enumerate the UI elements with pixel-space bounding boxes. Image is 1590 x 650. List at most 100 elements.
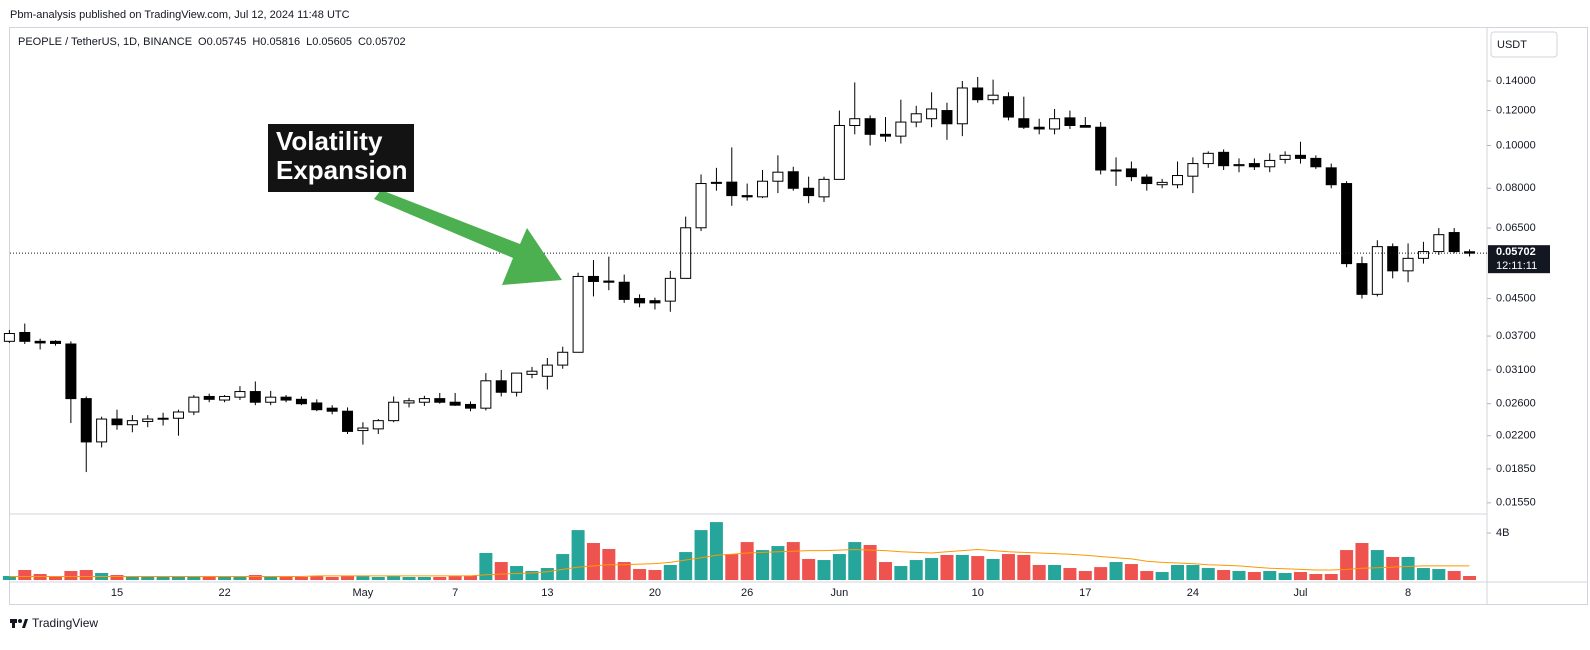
volume-bar [33,574,47,580]
y-tick-label: 0.03100 [1496,364,1536,376]
volume-bar [1432,569,1446,580]
candle-body [895,121,907,137]
x-tick-label: 20 [649,587,661,599]
candle-body [741,195,753,198]
annotation-box [268,124,414,192]
volume-bar [571,530,585,580]
annotation-line: Expansion [276,155,407,185]
candle-body [357,427,369,432]
candle-body [1264,159,1276,168]
x-tick-label: 26 [741,587,753,599]
candle-body [587,275,599,282]
volume-bar [955,554,969,580]
volume-bar [556,554,570,580]
ohlc-value: L0.05605 [306,36,352,48]
y-tick-label: 0.14000 [1496,75,1536,87]
candle-body [849,118,861,126]
candle-body [142,418,154,422]
candle-body [1033,126,1045,130]
volume-bar [802,558,816,580]
volume-bar [525,571,539,580]
candle-body [864,118,876,135]
currency-button[interactable] [1490,31,1558,58]
volume-bar [1109,562,1123,580]
candle-body [1325,167,1337,186]
volume-tick-label: 4B [1496,527,1509,539]
volume-bar [1463,576,1477,580]
candle-body [726,181,738,197]
candle-body [649,300,661,304]
candle-body [3,332,15,342]
volume-bar [448,576,462,580]
candle-body [295,398,307,405]
candle-body [833,124,845,180]
volume-ma-line [9,548,1470,577]
candle-body [541,364,553,377]
annotation-line: Volatility [276,126,383,156]
candle-body [1371,246,1383,295]
x-tick-label: May [353,587,374,599]
x-tick-label: Jul [1293,587,1307,599]
volume-bar [848,542,862,580]
y-tick-label: 0.06500 [1496,222,1536,234]
volume-bar [356,576,370,580]
volume-bar [49,576,63,580]
candle-body [634,298,646,304]
volume-bar [141,576,155,580]
candle-body [572,275,584,353]
candle-body [1172,175,1184,186]
candle-body [926,108,938,120]
x-tick-label: 15 [111,587,123,599]
candle-body [664,277,676,302]
candle-body [910,113,922,123]
volume-bar [479,552,493,580]
volume-bar [740,542,754,580]
volume-bar [925,558,939,580]
volume-bar [1171,564,1185,580]
volume-bar [202,577,216,580]
candle-body [1233,164,1245,167]
annotation-arrow [374,190,562,285]
candle-body [1156,181,1168,186]
brand-logo [10,619,28,628]
volume-bar [125,576,139,580]
volume-bar [878,562,892,580]
last-price-tag [1488,245,1550,274]
candle-body [111,418,123,426]
volume-bar [771,546,785,580]
volume-bar [341,576,355,580]
volume-bar [617,562,631,580]
volume-bar [1278,573,1292,580]
volume-bar [586,543,600,580]
candle-body [1064,117,1076,126]
volume-bar [64,571,78,580]
ohlc-value: C0.05702 [358,36,406,48]
candle-body [449,401,461,406]
volume-bar [156,576,170,580]
x-tick-label: 7 [452,587,458,599]
volume-bar [187,576,201,580]
candle-body [1079,124,1091,128]
candle-body [1202,152,1214,165]
volume-bar [248,575,262,580]
volume-bar [1063,568,1077,580]
volume-bar [1416,568,1430,580]
volume-bar [1232,571,1246,580]
volume-bar [218,577,232,580]
candle-body [879,133,891,137]
volume-bar [894,566,908,580]
volume-bar [1247,572,1261,580]
volume-bar [1094,567,1108,580]
candle-body [1310,157,1322,168]
candle-body [311,402,323,411]
volume-bar [986,558,1000,580]
candle-body [803,187,815,197]
y-tick-label: 0.01550 [1496,497,1536,509]
candle-body [941,110,953,125]
volume-bar [1048,564,1062,580]
volume-bar [1186,564,1200,580]
volume-bar [433,577,447,580]
volume-bar [171,576,185,580]
candle-body [1464,251,1476,254]
